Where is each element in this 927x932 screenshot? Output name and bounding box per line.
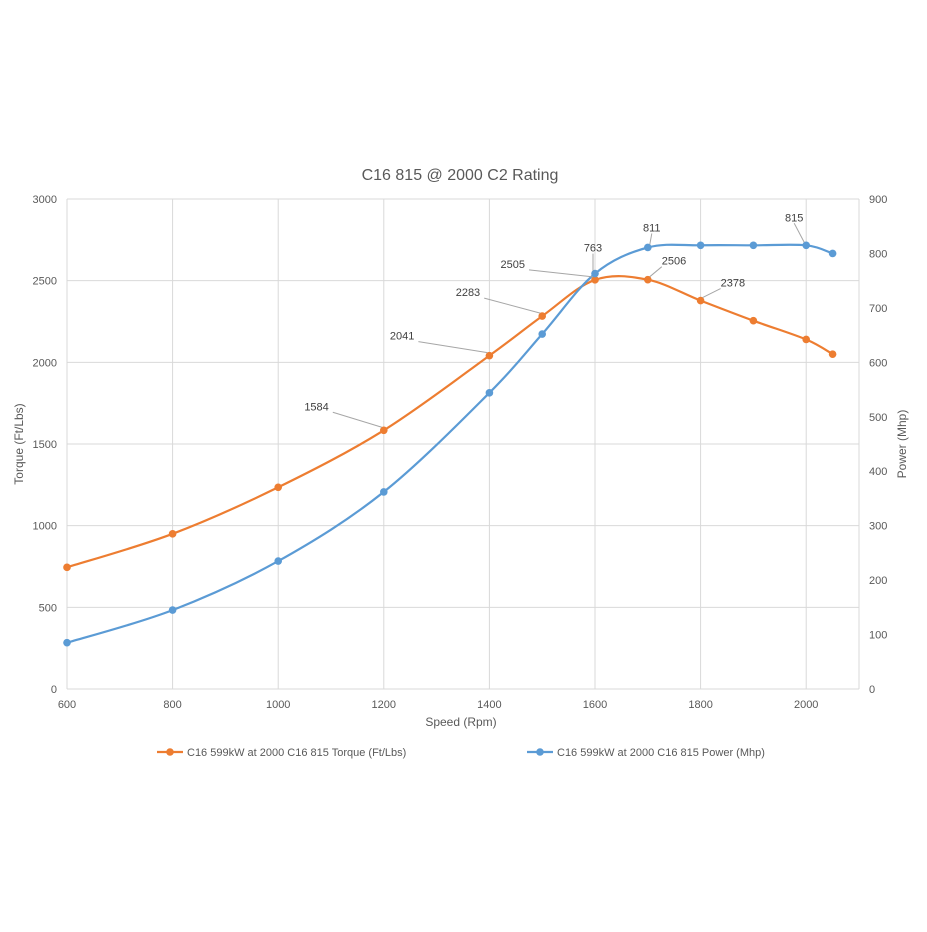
data-label-leader [332, 411, 382, 428]
data-point [591, 269, 599, 278]
data-point [828, 350, 837, 358]
x-tick-label: 1800 [688, 699, 712, 711]
data-point [485, 351, 494, 360]
x-axis-title: Speed (Rpm) [425, 715, 496, 729]
legend: C16 599kW at 2000 C16 815 Torque (Ft/Lbs… [157, 747, 765, 759]
data-point [644, 243, 652, 252]
legend-swatch-marker [536, 748, 544, 756]
y-tick-label: 500 [39, 602, 57, 614]
x-tick-label: 600 [58, 699, 76, 711]
data-point [696, 296, 705, 305]
data-label: 763 [584, 243, 602, 271]
data-point [168, 530, 177, 538]
annotation-layer: 1584 2041 2283 2505 2506 2378 763 811 815 [304, 212, 805, 428]
y2-tick-label: 600 [869, 357, 887, 369]
data-point [538, 330, 546, 338]
data-point [696, 241, 705, 250]
data-point [644, 275, 652, 284]
data-point [802, 335, 810, 344]
data-point [538, 312, 546, 320]
x-tick-label: 1600 [583, 699, 607, 711]
data-point [380, 488, 388, 496]
x-tick-label: 2000 [794, 699, 818, 711]
data-point [485, 389, 494, 397]
data-point [591, 276, 599, 284]
data-label-leader [649, 266, 663, 278]
data-label: 2283 [456, 287, 541, 314]
y-axis-title: Torque (Ft/Lbs) [12, 403, 26, 484]
y2-tick-label: 500 [869, 412, 887, 424]
x-tick-label: 1000 [266, 699, 290, 711]
data-point [274, 483, 283, 492]
legend-label: C16 599kW at 2000 C16 815 Power (Mhp) [557, 747, 765, 759]
data-label-text: 1584 [304, 401, 328, 413]
data-label-text: 815 [785, 212, 803, 224]
series-torque [63, 275, 837, 572]
legend-label: C16 599kW at 2000 C16 815 Torque (Ft/Lbs… [187, 747, 406, 759]
data-label: 1584 [304, 401, 382, 428]
x-tick-label: 1400 [477, 699, 501, 711]
y-tick-label: 0 [51, 684, 57, 696]
x-tick-label: 1200 [372, 699, 396, 711]
data-label: 2041 [390, 331, 488, 354]
y-tick-label: 3000 [33, 194, 57, 206]
series-line [66, 275, 834, 569]
data-point [828, 249, 837, 258]
data-label-text: 2283 [456, 287, 480, 299]
y-tick-label: 2500 [33, 276, 57, 288]
data-label: 2505 [501, 259, 594, 278]
y2-tick-label: 200 [869, 575, 887, 587]
y2-tick-label: 900 [869, 194, 887, 206]
data-label-text: 811 [643, 222, 661, 234]
y-tick-label: 1000 [33, 521, 57, 533]
y2-tick-label: 400 [869, 466, 887, 478]
y2-tick-label: 300 [869, 521, 887, 533]
y-tick-label: 2000 [33, 357, 57, 369]
series-layer [63, 241, 837, 647]
data-label-leader [484, 297, 541, 314]
chart-title: C16 815 @ 2000 C2 Rating [362, 167, 559, 184]
data-point [63, 638, 71, 647]
data-point [168, 606, 177, 614]
y2-tick-label: 800 [869, 248, 887, 260]
grid-layer [66, 198, 860, 690]
data-label-text: 763 [584, 243, 602, 255]
data-label: 2378 [702, 278, 745, 299]
x-tick-label: 800 [163, 699, 181, 711]
data-label-text: 2378 [721, 278, 745, 290]
data-label-leader [702, 288, 721, 299]
data-point [749, 241, 758, 250]
y2-axis-title: Power (Mhp) [895, 410, 909, 479]
data-label: 811 [643, 222, 661, 245]
y2-tick-label: 0 [869, 684, 875, 696]
data-point [749, 316, 758, 325]
data-label: 2506 [649, 256, 686, 278]
y-tick-label: 1500 [33, 439, 57, 451]
y2-tick-label: 100 [869, 630, 887, 642]
data-point [274, 557, 283, 565]
data-point [802, 241, 810, 250]
data-label-leader [793, 223, 805, 243]
legend-swatch-marker [166, 748, 174, 756]
data-label-text: 2041 [390, 331, 414, 343]
data-label: 815 [785, 212, 805, 243]
legend-item: C16 599kW at 2000 C16 815 Torque (Ft/Lbs… [157, 747, 406, 759]
data-label-text: 2505 [501, 259, 525, 271]
data-point [380, 426, 388, 435]
data-point [63, 563, 71, 572]
data-label-leader [649, 233, 653, 245]
data-label-text: 2506 [662, 256, 686, 268]
legend-item: C16 599kW at 2000 C16 815 Power (Mhp) [527, 747, 765, 759]
data-label-leader [418, 341, 488, 354]
data-label-leader [528, 269, 594, 278]
y2-tick-label: 700 [869, 303, 887, 315]
series-power [63, 241, 837, 647]
